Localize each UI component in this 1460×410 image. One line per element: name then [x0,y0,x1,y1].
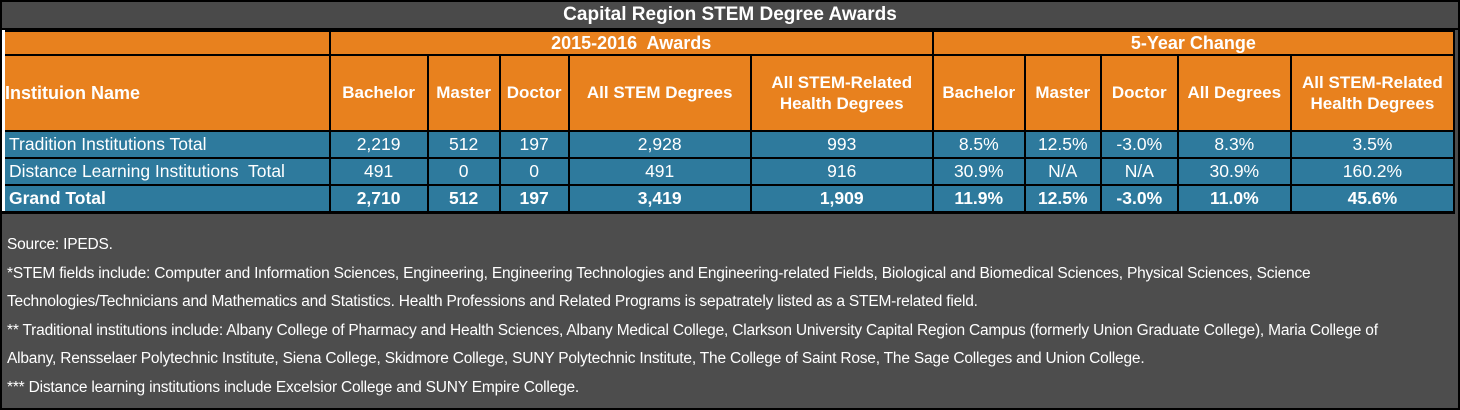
table-row-traditional-total: Tradition Institutions Total 2,219 512 1… [2,130,1456,159]
cell-value: 197 [498,130,570,159]
cell-value: 491 [567,157,752,186]
source-note: Source: IPEDS. [7,236,113,253]
cell-value: 0 [498,157,570,186]
cell-value: 8.5% [931,130,1026,159]
col-header-change-health-degrees: All STEM-Related Health Degrees [1289,54,1456,132]
stem-fields-note-line-1: *STEM fields include: Computer and Infor… [7,264,1311,282]
cell-value: 12.5% [1023,184,1102,214]
col-header-change-master: Master [1023,54,1102,132]
cell-value: 12.5% [1023,130,1102,159]
row-label: Distance Learning Institutions Total [2,157,331,186]
cell-value: N/A [1099,157,1179,186]
col-header-awards-doctor: Doctor [498,54,570,132]
cell-value: 2,219 [328,130,429,159]
footnotes: Source: IPEDS. *STEM fields include: Com… [2,214,1458,403]
group-header-spacer [2,30,331,56]
group-header-awards: 2015-2016 Awards [328,30,934,56]
table-row-distance-learning-total: Distance Learning Institutions Total 491… [2,157,1456,186]
col-header-change-doctor: Doctor [1099,54,1179,132]
cell-value: 30.9% [1176,157,1292,186]
cell-value: 160.2% [1289,157,1456,186]
cell-value: 3.5% [1289,130,1456,159]
traditional-institutions-note-line-1: ** Traditional institutions include: Alb… [7,321,1378,339]
col-header-institution-name: Instituion Name [2,54,331,132]
col-header-awards-bachelor: Bachelor [328,54,429,132]
cell-value: 2,928 [567,130,752,159]
row-label: Tradition Institutions Total [2,130,331,159]
cell-value: 197 [498,184,570,214]
cell-value: 491 [328,157,429,186]
cell-value: 1,909 [749,184,934,214]
col-header-awards-health-degrees: All STEM-Related Health Degrees [749,54,934,132]
stem-degree-table: 2015-2016 Awards 5-Year Change Instituio… [2,30,1456,214]
cell-value: -3.0% [1099,184,1179,214]
cell-value: 11.0% [1176,184,1292,214]
cell-value: 45.6% [1289,184,1456,214]
col-header-all-degrees: All Degrees [1176,54,1292,132]
col-header-all-stem-degrees: All STEM Degrees [567,54,752,132]
col-header-change-bachelor: Bachelor [931,54,1026,132]
cell-value: 8.3% [1176,130,1292,159]
column-header-row: Instituion Name Bachelor Master Doctor A… [2,54,1456,132]
row-label: Grand Total [2,184,331,214]
cell-value: 2,710 [328,184,429,214]
cell-value: -3.0% [1099,130,1179,159]
cell-value: 512 [426,130,501,159]
cell-value: 0 [426,157,501,186]
cell-value: 11.9% [931,184,1026,214]
table-row-grand-total: Grand Total 2,710 512 197 3,419 1,909 11… [2,184,1456,214]
stem-fields-note-line-2: Technologies/Technicians and Mathematics… [7,293,978,311]
page-title: Capital Region STEM Degree Awards [2,2,1458,30]
cell-value: N/A [1023,157,1102,186]
col-header-awards-master: Master [426,54,501,132]
cell-value: 916 [749,157,934,186]
cell-value: 512 [426,184,501,214]
group-header-change: 5-Year Change [931,30,1456,56]
cell-value: 30.9% [931,157,1026,186]
cell-value: 993 [749,130,934,159]
distance-learning-note: *** Distance learning institutions inclu… [7,378,580,396]
cell-value: 3,419 [567,184,752,214]
group-header-row: 2015-2016 Awards 5-Year Change [2,30,1456,56]
traditional-institutions-note-line-2: Albany, Rensselaer Polytechnic Institute… [7,350,1145,368]
